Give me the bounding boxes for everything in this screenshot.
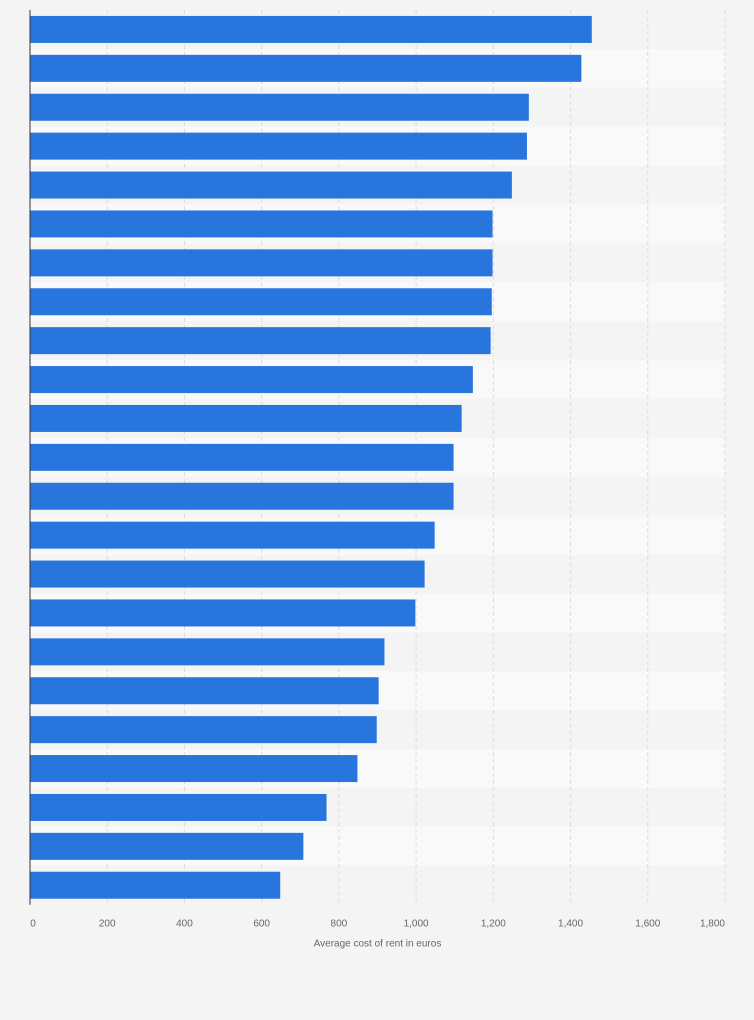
bar[interactable]	[30, 599, 416, 627]
bar[interactable]	[30, 755, 358, 783]
bar[interactable]	[30, 871, 281, 899]
x-tick-label: 1,200	[481, 919, 506, 930]
x-tick-label: 800	[331, 919, 348, 930]
x-axis-label: Average cost of rent in euros	[314, 939, 442, 950]
x-tick-label: 1,000	[404, 919, 429, 930]
x-tick-label: 1,800	[700, 919, 725, 930]
bar[interactable]	[30, 132, 527, 160]
bar[interactable]	[30, 638, 385, 666]
bar[interactable]	[30, 677, 379, 705]
bar[interactable]	[30, 210, 493, 238]
bar[interactable]	[30, 560, 425, 588]
x-tick-label: 0	[30, 919, 36, 930]
bars	[30, 15, 592, 899]
bar[interactable]	[30, 482, 454, 510]
bar[interactable]	[30, 249, 493, 277]
bar[interactable]	[30, 793, 327, 821]
bar[interactable]	[30, 716, 377, 744]
bar[interactable]	[30, 93, 529, 121]
bar[interactable]	[30, 443, 454, 471]
x-tick-label: 1,600	[635, 919, 660, 930]
x-tick-label: 200	[99, 919, 116, 930]
bar[interactable]	[30, 521, 435, 549]
bar[interactable]	[30, 288, 492, 316]
bar[interactable]	[30, 327, 491, 355]
x-tick-label: 600	[253, 919, 270, 930]
x-tick-label: 1,400	[558, 919, 583, 930]
x-axis-ticks: 0 200 400 600 800 1,000 1,200 1,400 1,600 1,800	[30, 919, 725, 930]
x-tick-label: 400	[176, 919, 193, 930]
bar[interactable]	[30, 832, 304, 860]
bar[interactable]	[30, 171, 512, 199]
bar[interactable]	[30, 366, 473, 394]
bar[interactable]	[30, 15, 592, 43]
bar[interactable]	[30, 404, 462, 432]
bar[interactable]	[30, 54, 582, 82]
